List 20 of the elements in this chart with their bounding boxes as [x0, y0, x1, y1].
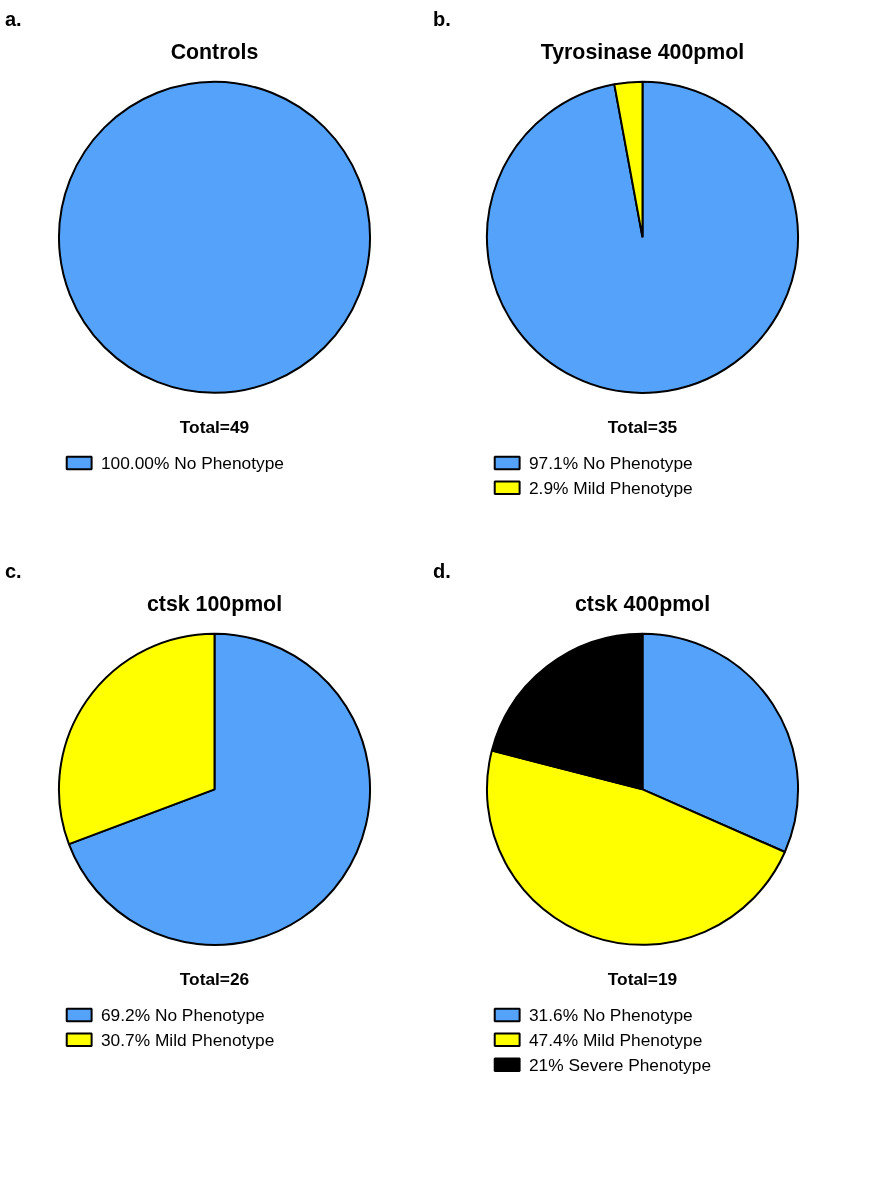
legend-label: 31.6% No Phenotype [528, 1004, 693, 1025]
text: Total=26 [179, 969, 250, 990]
text: a. [5, 7, 22, 32]
legend-label: 69.2% No Phenotype [100, 1004, 265, 1025]
legend-label: 30.7% Mild Phenotype [100, 1029, 275, 1050]
text: Total=35 [607, 417, 678, 438]
legend-label: 97.1% No Phenotype [528, 452, 693, 473]
text: Total=19 [607, 969, 678, 990]
legend-label: 100.00% No Phenotype [100, 452, 284, 473]
legend-label: 2.9% Mild Phenotype [528, 477, 693, 498]
text: d. [433, 559, 451, 584]
text: c. [5, 559, 22, 584]
legend-label: 47.4% Mild Phenotype [528, 1029, 703, 1050]
chart-title: Tyrosinase 400pmol [540, 39, 745, 64]
legend-label: 21% Severe Phenotype [528, 1054, 712, 1075]
chart-title: ctsk 100pmol [146, 591, 283, 616]
text: Total=49 [179, 417, 250, 438]
text: b. [433, 7, 451, 32]
chart-title: Controls [170, 39, 259, 64]
chart-title: ctsk 400pmol [574, 591, 711, 616]
